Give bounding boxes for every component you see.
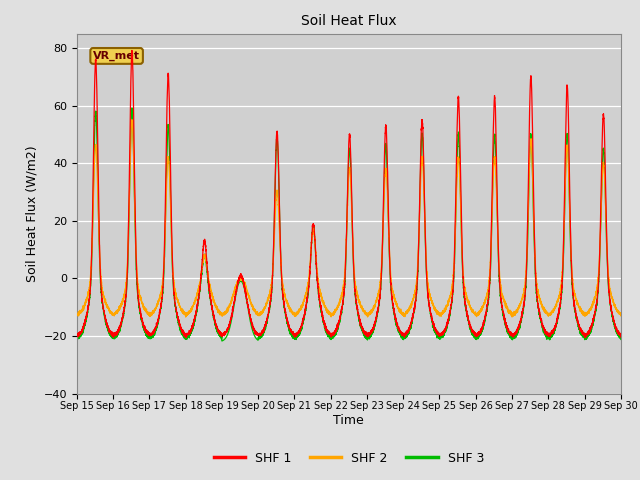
X-axis label: Time: Time [333, 414, 364, 427]
Text: VR_met: VR_met [93, 51, 140, 61]
Y-axis label: Soil Heat Flux (W/m2): Soil Heat Flux (W/m2) [25, 145, 38, 282]
Title: Soil Heat Flux: Soil Heat Flux [301, 14, 397, 28]
Legend: SHF 1, SHF 2, SHF 3: SHF 1, SHF 2, SHF 3 [209, 447, 489, 469]
